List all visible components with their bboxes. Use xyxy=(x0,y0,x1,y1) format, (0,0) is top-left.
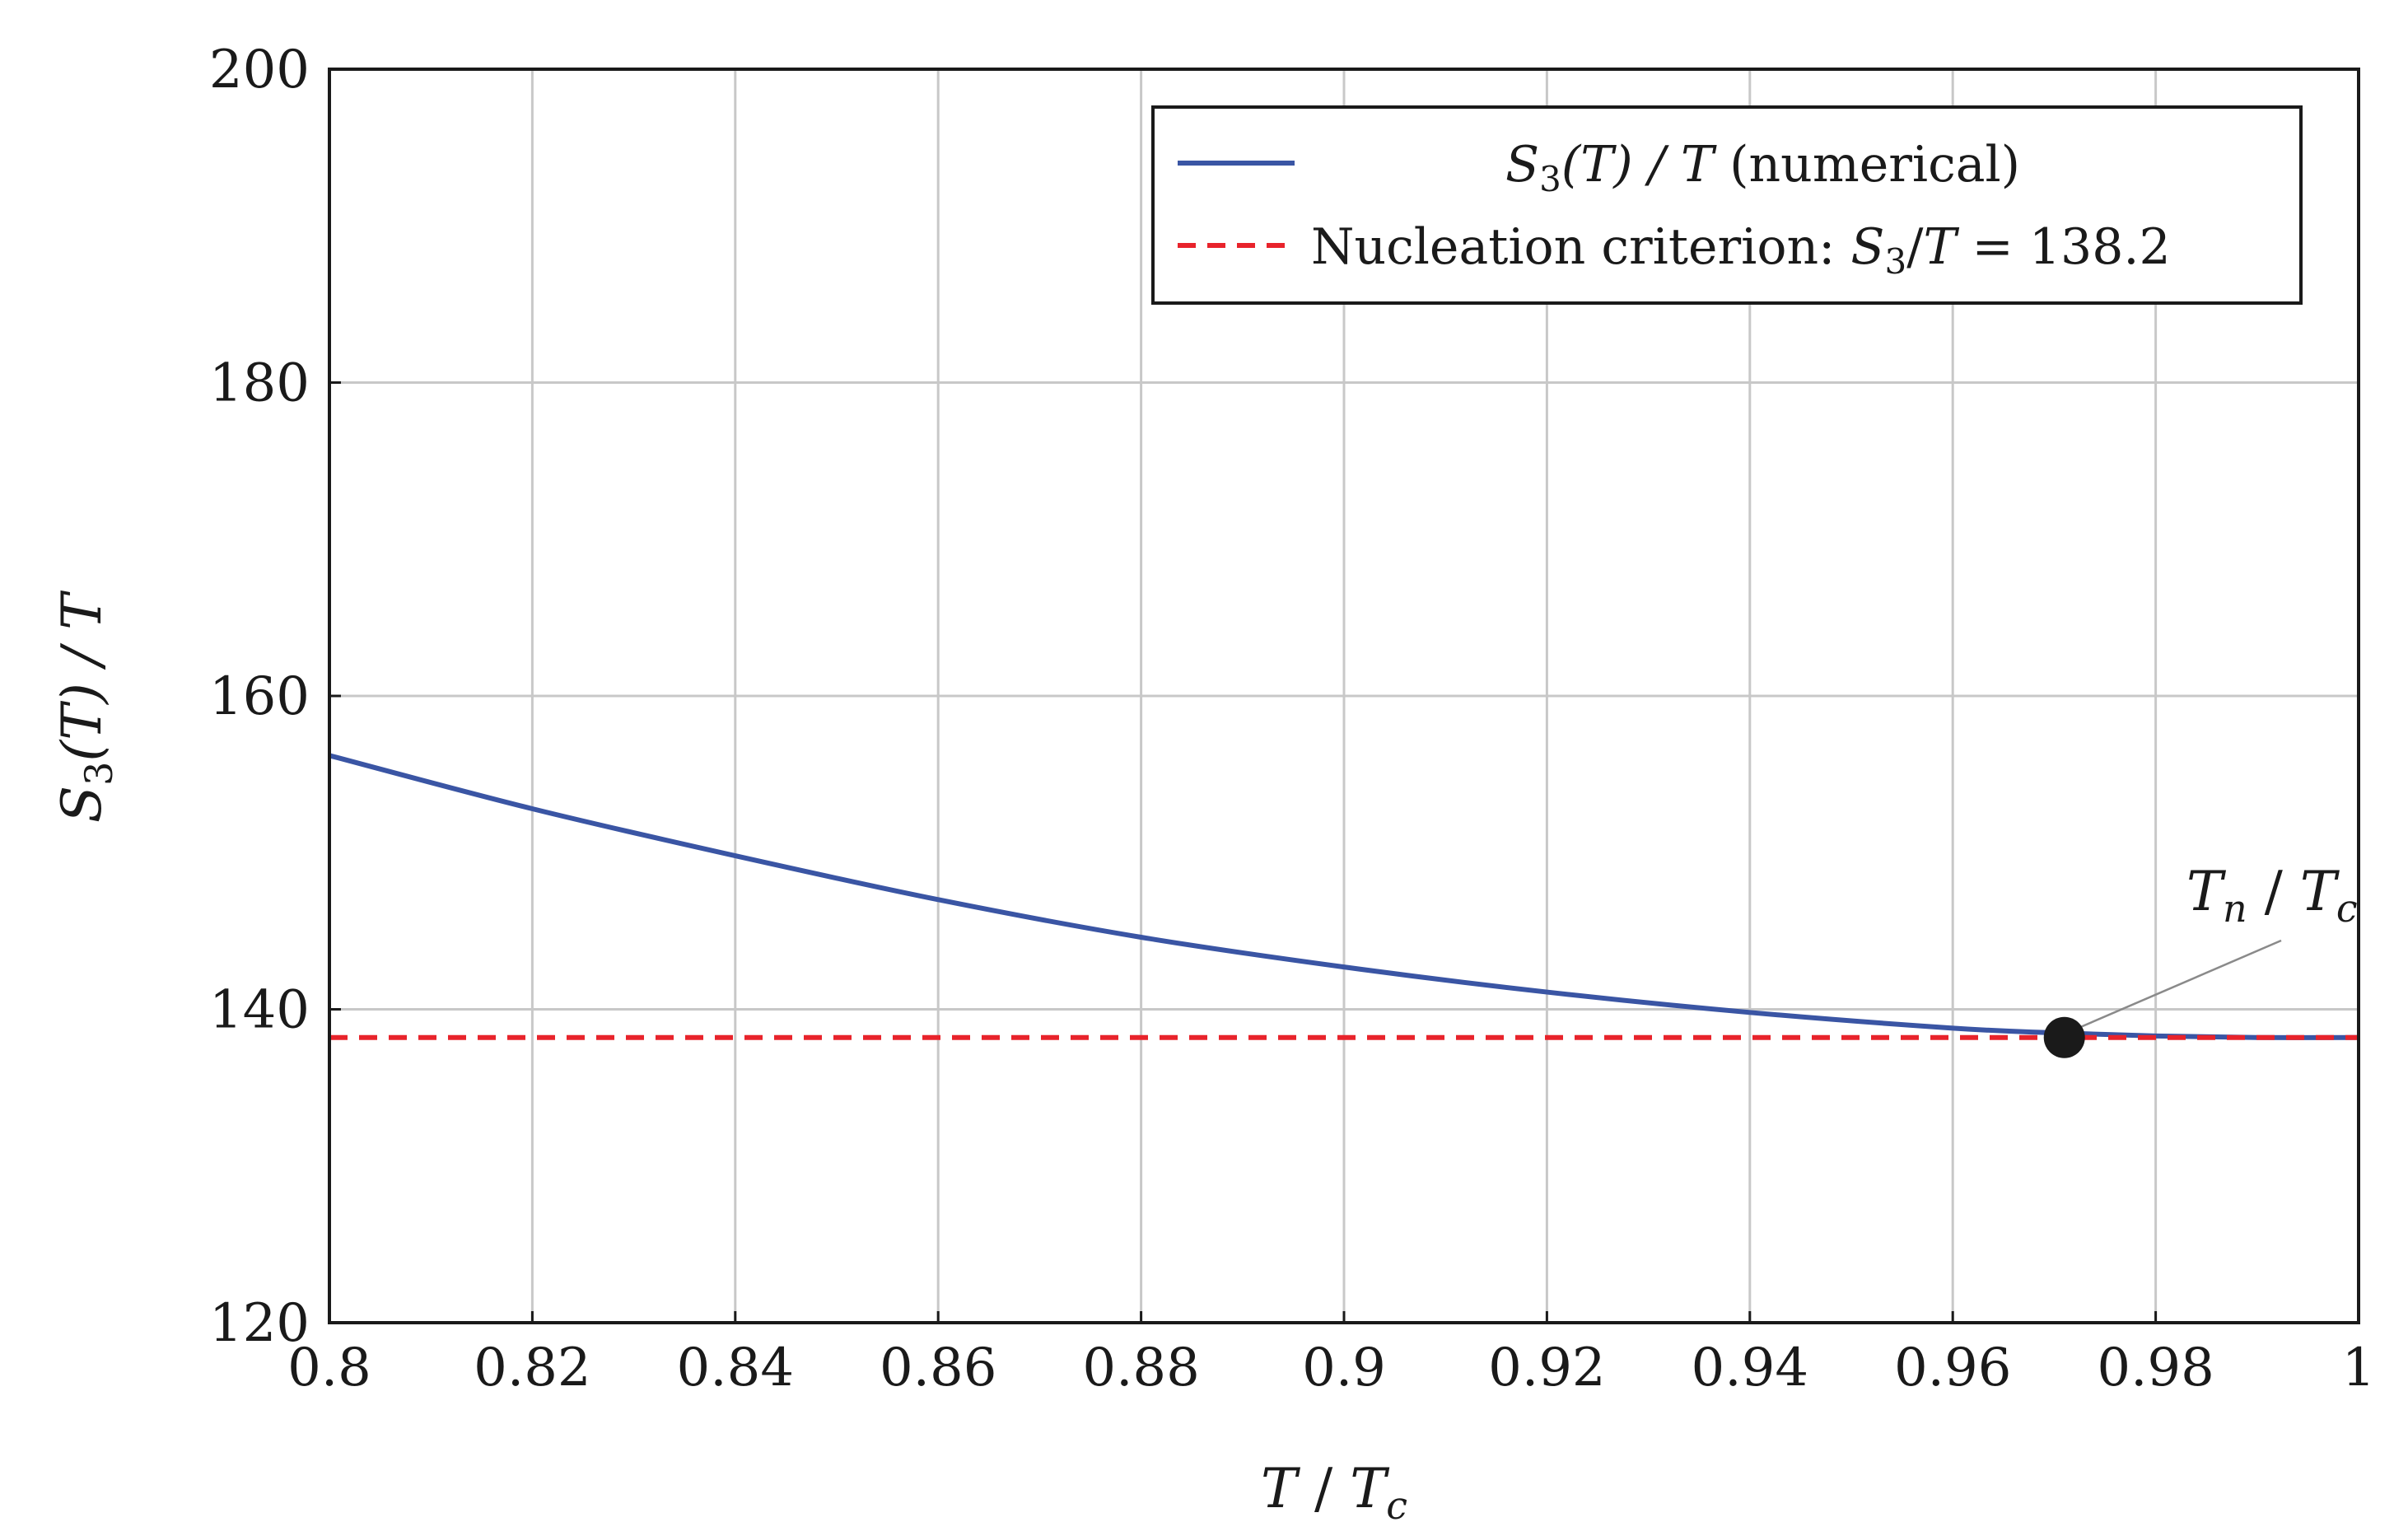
x-axis-label-main2: T xyxy=(1350,1457,1390,1520)
x-axis-label-main: T xyxy=(1261,1457,1301,1520)
legend-label-criterion-s: S xyxy=(1850,218,1884,276)
x-tick-label: 0.94 xyxy=(1692,1338,1809,1398)
legend-label-criterion-a: Nucleation criterion: xyxy=(1311,218,1850,276)
x-axis-label-sub: c xyxy=(1386,1483,1407,1522)
annotation-leader-line xyxy=(2079,939,2282,1029)
plot-series xyxy=(329,753,2359,1040)
legend-label-numerical-tail: (numerical) xyxy=(1714,136,2020,194)
annotation-label-main2: T xyxy=(2300,860,2340,923)
x-tick-label: 0.88 xyxy=(1082,1338,1200,1398)
nucleation-point-marker xyxy=(2043,1016,2085,1058)
legend: S3(T) / T (numerical) Nucleation criteri… xyxy=(1151,105,2303,305)
annotation-label: Tn / Tc xyxy=(2186,860,2358,931)
legend-label-numerical-rest: (T) / T xyxy=(1561,136,1717,194)
legend-label-criterion-value: = 138.2 xyxy=(1956,218,2170,276)
legend-label-criterion: Nucleation criterion: S3/T = 138.2 xyxy=(1311,218,2171,282)
x-axis-label: T / Tc xyxy=(1261,1457,1407,1522)
legend-label-numerical: S3(T) / T (numerical) xyxy=(1505,136,2020,199)
y-tick-label: 120 xyxy=(209,1293,310,1354)
y-tick-label: 180 xyxy=(209,353,310,414)
y-axis-label-rest: (T) / T xyxy=(50,590,114,762)
y-axis-label-main: S xyxy=(50,786,114,823)
legend-label-criterion-slash: / xyxy=(1906,218,1924,276)
x-tick-label: 0.8 xyxy=(287,1338,371,1398)
x-tick-label: 0.98 xyxy=(2097,1338,2214,1398)
y-axis-label-sub: 3 xyxy=(77,762,121,786)
y-tick-label: 200 xyxy=(209,40,310,100)
annotation-label-sub2: c xyxy=(2336,886,2358,931)
y-tick-label: 140 xyxy=(209,980,310,1041)
legend-box xyxy=(1151,105,2303,305)
annotation-label-sep: / xyxy=(2247,860,2300,923)
x-tick-label: 0.92 xyxy=(1488,1338,1606,1398)
annotation-label-sub: n xyxy=(2223,886,2247,931)
legend-label-numerical-s: S xyxy=(1505,136,1539,194)
x-tick-label: 0.84 xyxy=(677,1338,795,1398)
axis-ticks: 0.8 0.82 0.84 0.86 0.88 0.9 0.92 0.94 0.96 0.98 1 1… xyxy=(209,40,2376,1398)
x-axis-label-sep: / xyxy=(1297,1457,1350,1520)
x-tick-label: 0.96 xyxy=(1894,1338,2012,1398)
y-axis-label: S3(T) / T xyxy=(50,590,121,823)
x-tick-label: 0.86 xyxy=(880,1338,997,1398)
x-tick-label: 0.9 xyxy=(1302,1338,1386,1398)
y-tick-label: 160 xyxy=(209,666,310,727)
legend-label-numerical-sub: 3 xyxy=(1539,159,1561,199)
annotation-marks xyxy=(2043,939,2282,1058)
annotation-label-main: T xyxy=(2186,860,2227,923)
x-tick-label: 0.82 xyxy=(474,1338,591,1398)
series-line-numerical xyxy=(329,753,2359,1040)
legend-label-criterion-sub: 3 xyxy=(1884,241,1906,282)
x-tick-label: 1 xyxy=(2342,1338,2376,1398)
legend-label-criterion-t: T xyxy=(1923,218,1959,276)
